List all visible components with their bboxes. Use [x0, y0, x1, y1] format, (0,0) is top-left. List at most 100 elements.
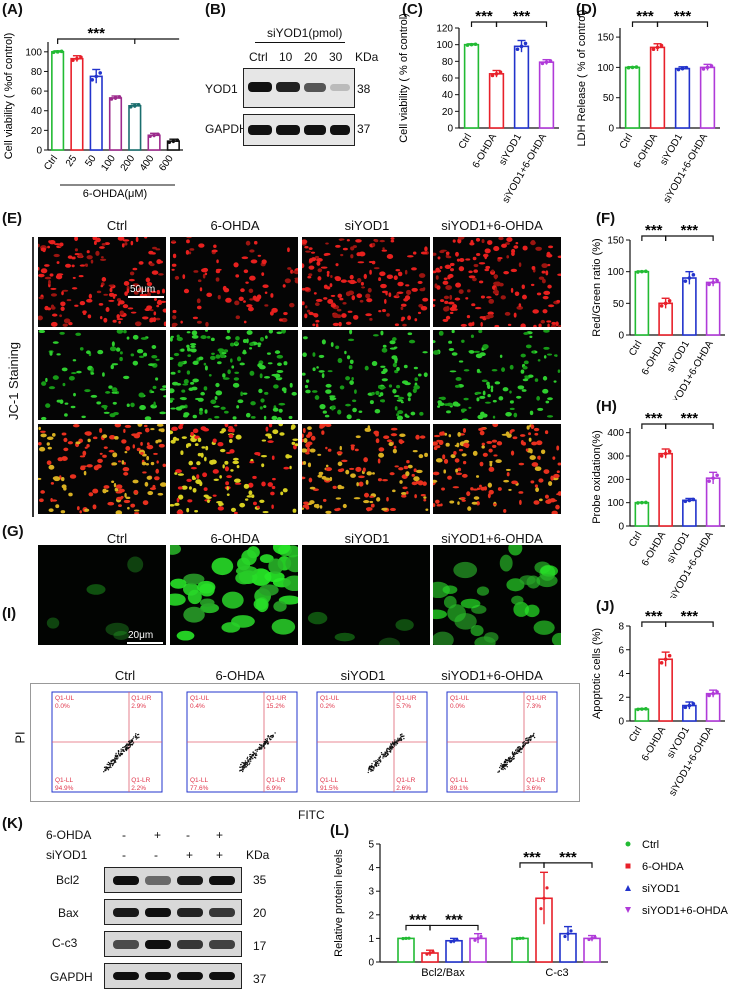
- cell-spot: [112, 319, 117, 323]
- event-dot: [526, 739, 528, 742]
- cell-spot: [492, 415, 496, 419]
- quadrant-value: 0.0%: [450, 703, 465, 710]
- cell-spot: [226, 330, 231, 334]
- cell-spot: [116, 314, 120, 319]
- data-point: [515, 47, 520, 52]
- cell-spot: [540, 319, 546, 324]
- cell-spot: [70, 372, 77, 375]
- cell-spot: [151, 344, 157, 349]
- cell-spot: [257, 342, 262, 346]
- quadrant-value: 0.2%: [320, 703, 335, 710]
- cell-spot: [377, 458, 381, 464]
- cell-spot: [325, 424, 332, 428]
- cell-spot: [360, 281, 364, 286]
- cell-spot: [278, 402, 286, 406]
- cell-spot: [529, 410, 534, 416]
- cell-spot: [177, 473, 184, 476]
- cell-spot: [123, 330, 127, 334]
- cell-spot: [123, 281, 130, 286]
- cell-spot: [422, 297, 429, 302]
- data-point: [566, 932, 570, 936]
- y-tick-label: 120: [436, 24, 453, 35]
- y-tick-label: 0: [618, 522, 624, 533]
- event-dot: [382, 757, 384, 759]
- event-dot: [131, 744, 134, 746]
- cell-spot: [546, 320, 552, 323]
- cell-spot: [276, 354, 284, 359]
- cell-spot: [441, 487, 446, 491]
- cell-spot: [445, 315, 451, 320]
- cell-spot: [306, 434, 311, 438]
- cell-spot: [191, 475, 196, 481]
- cell-spot: [88, 293, 93, 299]
- bar: [634, 270, 650, 336]
- cell-spot: [217, 506, 224, 511]
- event-dot: [371, 764, 373, 767]
- cell-spot: [302, 336, 308, 340]
- cell-spot: [132, 479, 139, 484]
- cell-spot: [456, 442, 460, 448]
- event-dot: [104, 769, 106, 771]
- cell-spot: [340, 279, 347, 283]
- cell-spot: [484, 401, 492, 404]
- panel-label-g: (G): [2, 523, 24, 540]
- cell-spot: [347, 290, 355, 296]
- cell-spot: [398, 439, 403, 444]
- cell-spot: [249, 460, 255, 464]
- cell-spot: [228, 439, 233, 444]
- event-dot: [242, 764, 244, 767]
- chart-c-cell-viability: 020406080100120Ctrl6-OHDAsiYOD1siYOD1+6-…: [398, 8, 559, 205]
- cell-spot: [258, 365, 266, 370]
- cell-spot: [112, 401, 117, 405]
- blot-band: [113, 972, 139, 980]
- cell-spot: [210, 337, 215, 342]
- cell-spot: [467, 506, 472, 511]
- cell-spot: [404, 413, 408, 418]
- cell-spot: [442, 585, 458, 594]
- event-dot: [374, 763, 376, 766]
- event-dot: [507, 758, 510, 760]
- cell-spot: [62, 382, 66, 387]
- cell-spot: [56, 261, 60, 264]
- y-axis-label: Cell viability ( %of control): [3, 33, 15, 160]
- event-dot: [129, 746, 131, 748]
- event-dot: [399, 739, 401, 741]
- cell-spot: [351, 377, 354, 381]
- y-axis-label: LDH Release ( % of control): [576, 10, 588, 147]
- cell-spot: [355, 239, 362, 243]
- event-dot: [370, 765, 373, 768]
- cell-spot: [540, 565, 559, 577]
- cell-spot: [396, 292, 399, 297]
- cell-spot: [182, 383, 189, 386]
- blot-band: [177, 876, 203, 885]
- cell-spot: [267, 440, 274, 443]
- data-point: [136, 103, 141, 107]
- y-tick-label: 60: [442, 74, 454, 85]
- data-point: [593, 935, 597, 939]
- y-tick-label: 6: [618, 645, 624, 656]
- cell-spot: [122, 467, 130, 472]
- cell-spot: [486, 440, 493, 444]
- cell-spot: [155, 377, 159, 381]
- cell-spot: [422, 481, 427, 486]
- cell-spot: [249, 370, 255, 376]
- cell-spot: [303, 437, 308, 444]
- cell-spot: [68, 322, 73, 326]
- cell-spot: [120, 495, 124, 499]
- cell-spot: [172, 309, 177, 314]
- cell-spot: [291, 391, 297, 396]
- cell-spot: [321, 339, 326, 345]
- cell-spot: [436, 285, 441, 290]
- event-dot: [382, 755, 384, 758]
- cell-spot: [191, 334, 199, 339]
- cell-spot: [308, 265, 315, 270]
- cell-spot: [278, 424, 284, 427]
- cell-spot: [221, 352, 227, 355]
- cell-spot: [124, 492, 127, 498]
- cell-spot: [213, 405, 220, 408]
- cell-spot: [405, 289, 412, 295]
- cell-spot: [117, 237, 125, 241]
- event-dot: [244, 766, 246, 769]
- y-tick-label: 80: [31, 67, 43, 78]
